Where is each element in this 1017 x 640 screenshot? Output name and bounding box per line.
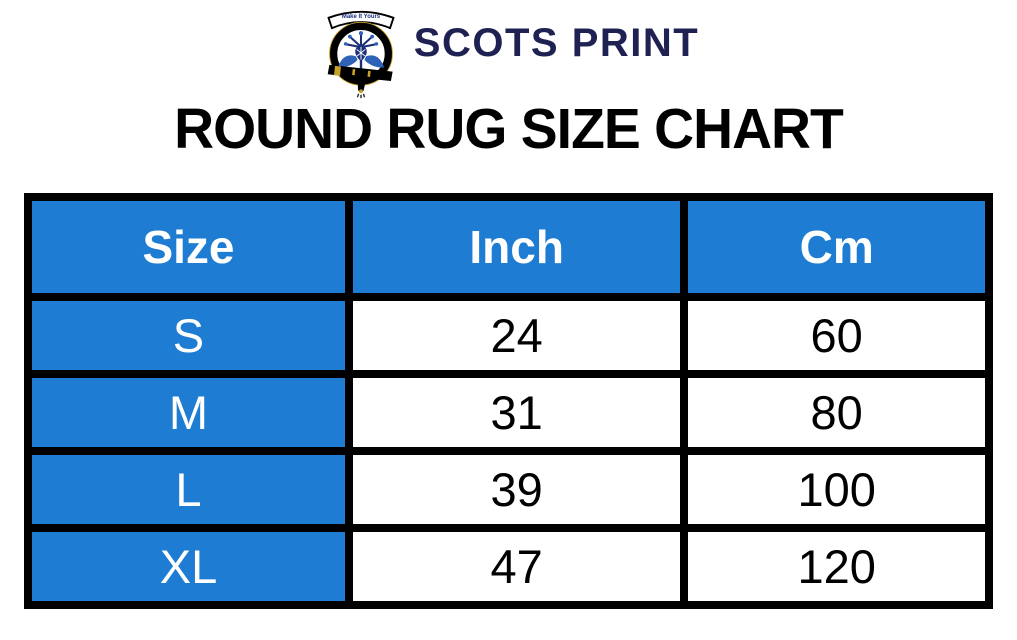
cell-size: L: [24, 447, 353, 533]
column-header-size: Size: [24, 193, 353, 302]
cell-cm: 80: [680, 370, 993, 456]
header-row: Size Inch Cm: [24, 193, 993, 302]
cell-size: S: [24, 293, 353, 379]
cell-size: M: [24, 370, 353, 456]
column-header-inch: Inch: [344, 193, 689, 302]
cell-inch: 31: [344, 370, 689, 456]
thistle-icon: [345, 33, 377, 48]
table-row: L 39 100: [24, 447, 993, 533]
table-row: S 24 60: [24, 293, 993, 379]
column-header-cm: Cm: [680, 193, 993, 302]
page-title: ROUND RUG SIZE CHART: [174, 97, 844, 161]
cell-cm: 60: [680, 293, 993, 379]
table-row: M 31 80: [24, 370, 993, 456]
brand-name: SCOTS PRINT: [413, 21, 700, 65]
cell-cm: 120: [680, 524, 993, 610]
cell-size: XL: [24, 524, 353, 610]
logo-header: Make It Yours: [0, 0, 1017, 99]
cell-inch: 24: [344, 293, 689, 379]
crest-belt: [327, 64, 393, 82]
size-chart-table: Size Inch Cm S 24 60 M 31 80 L 39 100: [24, 193, 993, 610]
thistle-crest-icon: Make It Yours: [327, 10, 395, 99]
crest-banner-text: Make It Yours: [342, 14, 381, 20]
cell-inch: 39: [344, 447, 689, 533]
table-row: XL 47 120: [24, 524, 993, 610]
cell-inch: 47: [344, 524, 689, 610]
cell-cm: 100: [680, 447, 993, 533]
